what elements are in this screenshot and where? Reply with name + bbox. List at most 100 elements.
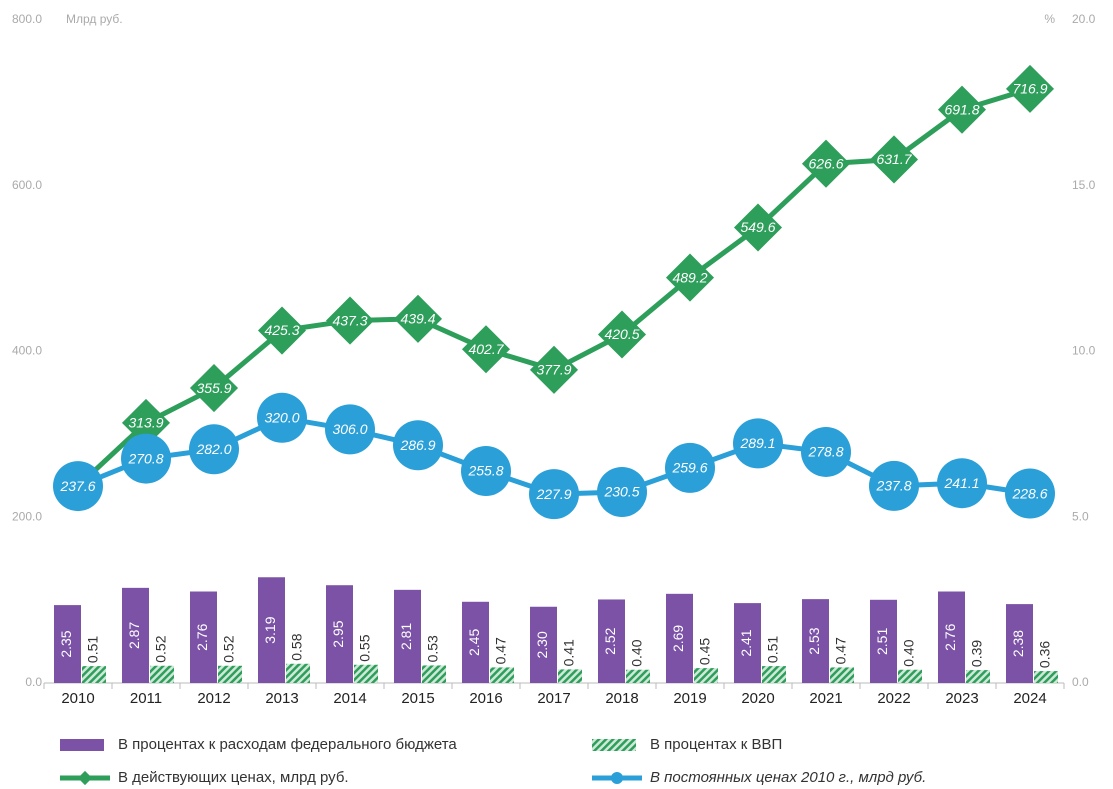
point-label: 355.9 xyxy=(196,380,231,396)
bar-label: 2.41 xyxy=(738,629,754,656)
y-axis-title: Млрд руб. xyxy=(66,12,123,26)
point-label: 377.9 xyxy=(536,362,571,378)
circle-marker xyxy=(393,420,443,471)
point-label: 549.6 xyxy=(740,219,775,235)
x-tick-label: 2022 xyxy=(877,690,910,707)
bar xyxy=(54,605,81,683)
bar-label: 0.51 xyxy=(765,636,781,663)
circle-marker xyxy=(937,458,987,509)
circle-marker xyxy=(529,469,579,520)
bar-label: 2.95 xyxy=(330,620,346,647)
legend-swatch xyxy=(592,739,636,751)
legend-swatch xyxy=(60,739,104,751)
bar-label: 2.35 xyxy=(58,630,74,657)
circle-marker xyxy=(257,392,307,443)
diamond-marker xyxy=(189,364,239,413)
diamond-marker xyxy=(869,135,919,184)
point-label: 259.6 xyxy=(671,460,707,476)
bar xyxy=(802,599,829,683)
bar xyxy=(122,587,149,683)
bar xyxy=(1006,604,1033,683)
point-label: 306.0 xyxy=(332,421,367,437)
y-tick-label: 0.0 xyxy=(25,675,42,689)
bar-label: 0.45 xyxy=(697,638,713,665)
bar-label: 0.41 xyxy=(561,639,577,666)
point-label: 270.8 xyxy=(127,450,163,466)
bar xyxy=(734,603,761,683)
x-tick-label: 2016 xyxy=(469,690,502,707)
bar-label: 0.47 xyxy=(493,637,509,664)
bar-label: 0.55 xyxy=(357,634,373,661)
point-label: 237.6 xyxy=(59,478,95,494)
hatched-bar xyxy=(82,666,106,683)
diamond-marker xyxy=(529,345,579,394)
point-label: 286.9 xyxy=(399,437,435,453)
x-tick-label: 2014 xyxy=(333,690,366,707)
x-tick-label: 2021 xyxy=(809,690,842,707)
circle-marker xyxy=(189,424,239,475)
bar-label: 0.40 xyxy=(629,639,645,666)
y2-tick-label: 10.0 xyxy=(1072,344,1096,358)
hatched-bar xyxy=(762,666,786,683)
bar xyxy=(326,585,353,683)
circle-marker xyxy=(733,418,783,469)
hatched-bar xyxy=(286,663,310,683)
bar xyxy=(258,577,285,683)
hatched-bar xyxy=(422,665,446,683)
x-tick-label: 2019 xyxy=(673,690,706,707)
y2-tick-label: 15.0 xyxy=(1072,178,1096,192)
x-tick-label: 2017 xyxy=(537,690,570,707)
hatched-bar xyxy=(558,669,582,683)
legend-label: В процентах к ВВП xyxy=(650,736,782,753)
diamond-marker xyxy=(461,325,511,374)
y2-tick-label: 20.0 xyxy=(1072,12,1096,26)
point-label: 402.7 xyxy=(468,341,504,357)
diamond-marker xyxy=(937,85,987,134)
point-label: 255.8 xyxy=(467,463,503,479)
bar xyxy=(530,606,557,683)
point-label: 420.5 xyxy=(604,326,639,342)
y2-axis-title: % xyxy=(1044,12,1055,26)
circle-marker xyxy=(801,426,851,477)
circle-marker xyxy=(597,466,647,517)
bar xyxy=(190,591,217,683)
circle-marker xyxy=(665,442,715,493)
bar-label: 0.47 xyxy=(833,637,849,664)
point-label: 241.1 xyxy=(943,475,979,491)
x-tick-label: 2012 xyxy=(197,690,230,707)
x-tick-label: 2018 xyxy=(605,690,638,707)
bar-label: 0.39 xyxy=(969,640,985,667)
diamond-marker xyxy=(393,294,443,343)
bar-label: 2.30 xyxy=(534,631,550,658)
bar-label: 2.51 xyxy=(874,628,890,655)
point-label: 282.0 xyxy=(195,441,231,457)
legend-label: В процентах к расходам федерального бюдж… xyxy=(118,736,457,753)
point-label: 626.6 xyxy=(808,155,843,171)
circle-marker xyxy=(869,460,919,511)
circle-marker xyxy=(461,446,511,497)
point-label: 313.9 xyxy=(128,415,163,431)
point-label: 237.8 xyxy=(875,478,911,494)
diamond-marker xyxy=(665,253,715,302)
bar xyxy=(598,599,625,683)
point-label: 437.3 xyxy=(332,312,367,328)
y-tick-label: 200.0 xyxy=(12,509,42,523)
bar xyxy=(462,601,489,683)
y2-tick-label: 0.0 xyxy=(1072,675,1089,689)
bar-label: 2.38 xyxy=(1010,630,1026,657)
y2-tick-label: 5.0 xyxy=(1072,509,1089,523)
bar-label: 0.58 xyxy=(289,633,305,660)
x-tick-label: 2024 xyxy=(1013,690,1046,707)
x-tick-label: 2020 xyxy=(741,690,774,707)
diamond-marker xyxy=(121,398,171,447)
bar xyxy=(938,591,965,683)
bar-label: 3.19 xyxy=(262,616,278,643)
point-label: 320.0 xyxy=(264,410,299,426)
bar-label: 2.69 xyxy=(670,625,686,652)
diamond-marker xyxy=(257,306,307,355)
point-label: 227.9 xyxy=(535,486,571,502)
hatched-bar xyxy=(218,665,242,683)
hatched-bar xyxy=(898,669,922,683)
legend-marker xyxy=(611,772,623,784)
